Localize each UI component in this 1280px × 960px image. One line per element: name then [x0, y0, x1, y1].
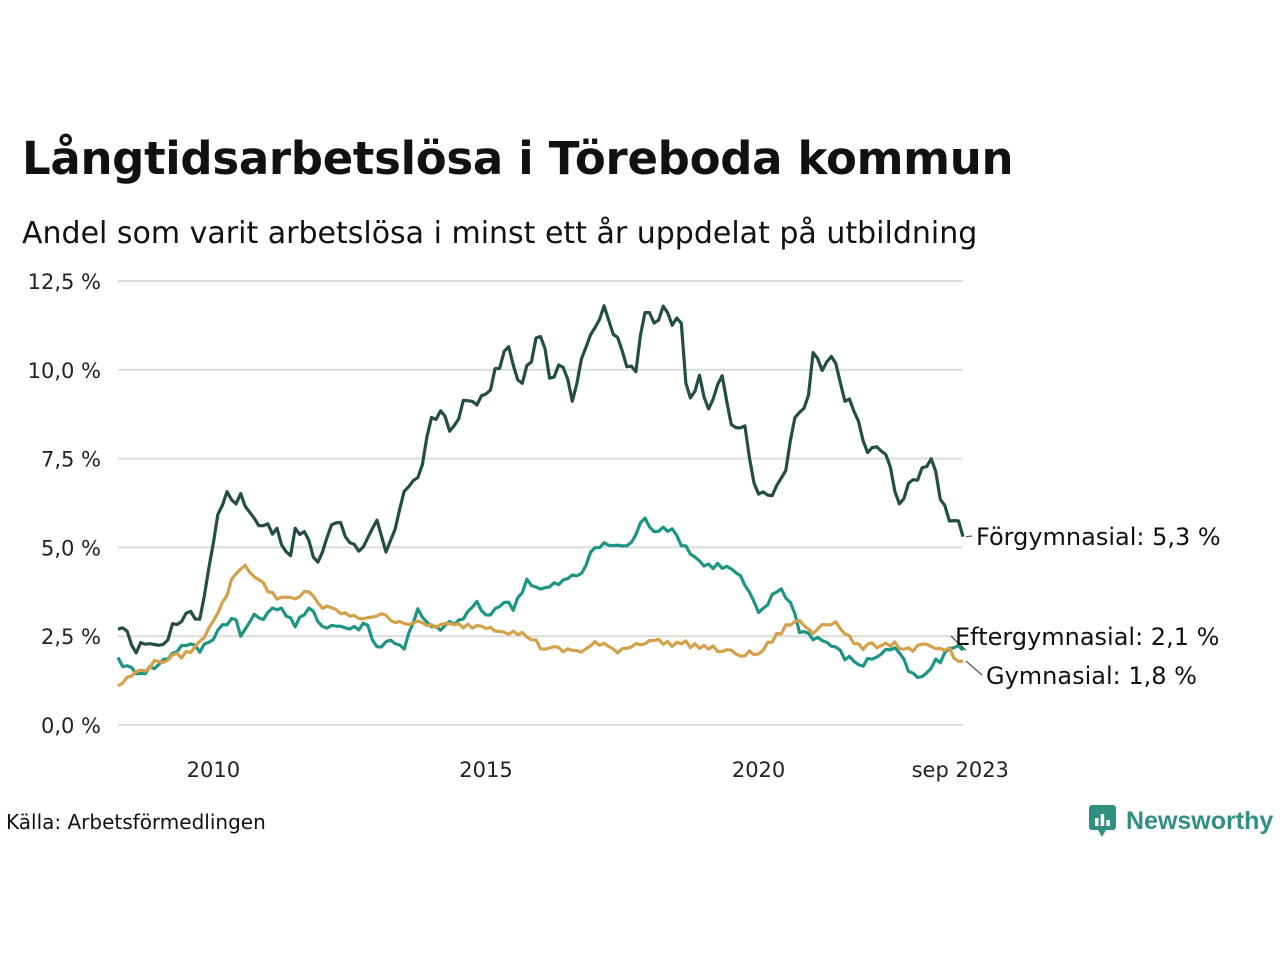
y-tick-label: 7,5 % — [41, 448, 101, 472]
x-axis: 2010 2015 2020 sep 2023 — [187, 758, 1009, 782]
grid-lines — [118, 280, 963, 726]
chart-title: Långtidsarbetslösa i Töreboda kommun — [22, 132, 1014, 185]
y-tick-label: 0,0 % — [41, 714, 101, 738]
y-tick-label: 2,5 % — [41, 625, 101, 649]
series-label-gymnasial: Gymnasial: 1,8 % — [986, 662, 1197, 690]
label-connector — [965, 535, 973, 538]
series-line-förgymnasial — [117, 304, 965, 655]
brand-name: Newsworthy — [1126, 806, 1274, 835]
series-end-labels: Förgymnasial: 5,3 % Eftergymnasial: 2,1 %… — [950, 523, 1221, 690]
series-line-eftergymnasial — [116, 516, 965, 679]
series-label-eftergymnasial: Eftergymnasial: 2,1 % — [955, 623, 1219, 651]
chart-subtitle: Andel som varit arbetslösa i minst ett å… — [22, 216, 978, 251]
x-tick-label: sep 2023 — [912, 758, 1009, 782]
label-connector — [965, 660, 983, 676]
y-tick-label: 5,0 % — [41, 536, 101, 560]
series-label-förgymnasial: Förgymnasial: 5,3 % — [976, 523, 1221, 551]
newsworthy-logo-icon — [1089, 805, 1116, 837]
source-note: Källa: Arbetsförmedlingen — [6, 810, 266, 834]
x-tick-label: 2015 — [459, 758, 512, 782]
y-axis: 0,0 % 2,5 % 5,0 % 7,5 % 10,0 % 12,5 % — [28, 270, 101, 738]
y-tick-label: 12,5 % — [28, 270, 101, 294]
y-tick-label: 10,0 % — [28, 359, 101, 383]
series-lines — [116, 304, 965, 688]
x-tick-label: 2020 — [732, 758, 785, 782]
x-tick-label: 2010 — [187, 758, 240, 782]
label-connector — [950, 635, 967, 651]
brand-logo[interactable]: Newsworthy — [1088, 803, 1273, 839]
series-line-gymnasial — [117, 563, 964, 688]
